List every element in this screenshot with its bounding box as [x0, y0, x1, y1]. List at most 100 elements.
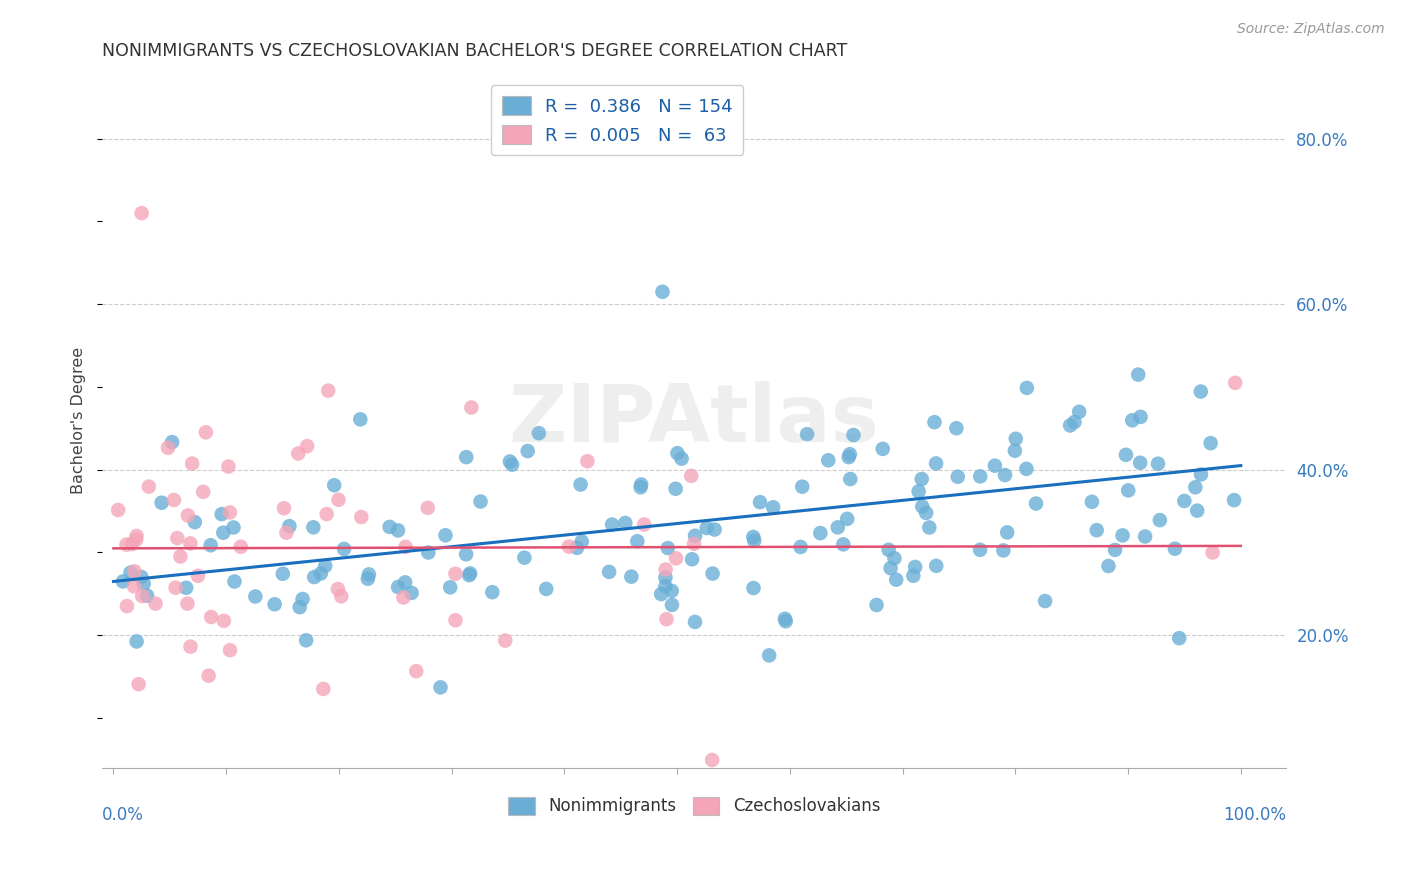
- Point: [569, 477, 592, 491]
- Point: [1147, 457, 1170, 471]
- Point: [394, 540, 416, 554]
- Point: [350, 510, 373, 524]
- Point: [333, 541, 356, 556]
- Point: [387, 580, 409, 594]
- Point: [138, 480, 160, 494]
- Point: [877, 542, 900, 557]
- Y-axis label: Bachelor's Degree: Bachelor's Degree: [72, 346, 86, 493]
- Point: [494, 633, 516, 648]
- Point: [179, 536, 201, 550]
- Point: [946, 469, 969, 483]
- Point: [945, 421, 967, 435]
- Point: [273, 501, 295, 516]
- Point: [696, 521, 718, 535]
- Point: [683, 615, 706, 629]
- Point: [1111, 528, 1133, 542]
- Point: [969, 542, 991, 557]
- Point: [527, 426, 550, 441]
- Point: [224, 574, 246, 589]
- Point: [276, 525, 298, 540]
- Point: [883, 551, 905, 566]
- Point: [907, 484, 929, 499]
- Point: [1116, 483, 1139, 498]
- Point: [128, 677, 150, 691]
- Point: [378, 520, 401, 534]
- Point: [295, 633, 318, 648]
- Point: [288, 600, 311, 615]
- Point: [326, 582, 349, 596]
- Point: [111, 574, 134, 589]
- Point: [125, 634, 148, 648]
- Point: [177, 508, 200, 523]
- Point: [222, 520, 245, 534]
- Point: [271, 566, 294, 581]
- Point: [217, 459, 239, 474]
- Point: [132, 576, 155, 591]
- Point: [211, 507, 233, 521]
- Point: [1063, 415, 1085, 429]
- Point: [918, 520, 941, 534]
- Point: [1199, 436, 1222, 450]
- Point: [302, 520, 325, 534]
- Point: [309, 566, 332, 581]
- Point: [1097, 559, 1119, 574]
- Point: [742, 533, 765, 548]
- Point: [212, 614, 235, 628]
- Point: [911, 472, 934, 486]
- Text: 100.0%: 100.0%: [1223, 806, 1286, 824]
- Point: [1164, 541, 1187, 556]
- Point: [1004, 443, 1026, 458]
- Point: [827, 520, 849, 534]
- Point: [666, 446, 689, 460]
- Point: [481, 585, 503, 599]
- Point: [1015, 381, 1038, 395]
- Point: [387, 524, 409, 538]
- Text: Source: ZipAtlas.com: Source: ZipAtlas.com: [1237, 22, 1385, 37]
- Point: [1085, 523, 1108, 537]
- Point: [169, 549, 191, 564]
- Point: [458, 568, 481, 582]
- Point: [439, 580, 461, 594]
- Point: [444, 566, 467, 581]
- Point: [314, 558, 336, 573]
- Point: [456, 450, 478, 464]
- Text: ZIPAtlas: ZIPAtlas: [509, 381, 879, 459]
- Point: [1149, 513, 1171, 527]
- Point: [630, 480, 652, 494]
- Point: [287, 446, 309, 460]
- Point: [120, 566, 142, 580]
- Point: [218, 505, 240, 519]
- Point: [1185, 503, 1208, 517]
- Point: [742, 530, 765, 544]
- Point: [683, 529, 706, 543]
- Point: [558, 540, 581, 554]
- Point: [349, 412, 371, 426]
- Point: [179, 640, 201, 654]
- Point: [789, 540, 811, 554]
- Point: [458, 566, 481, 581]
- Point: [773, 612, 796, 626]
- Point: [681, 552, 703, 566]
- Point: [994, 468, 1017, 483]
- Point: [762, 500, 785, 515]
- Point: [775, 614, 797, 628]
- Point: [808, 526, 831, 541]
- Point: [838, 450, 860, 464]
- Point: [655, 612, 678, 626]
- Point: [418, 545, 440, 559]
- Point: [278, 519, 301, 533]
- Text: NONIMMIGRANTS VS CZECHOSLOVAKIAN BACHELOR'S DEGREE CORRELATION CHART: NONIMMIGRANTS VS CZECHOSLOVAKIAN BACHELO…: [103, 42, 848, 60]
- Point: [460, 401, 482, 415]
- Point: [633, 517, 655, 532]
- Point: [792, 480, 814, 494]
- Point: [456, 547, 478, 561]
- Point: [194, 425, 217, 440]
- Point: [749, 495, 772, 509]
- Point: [1223, 493, 1246, 508]
- Point: [832, 537, 855, 551]
- Point: [654, 570, 676, 584]
- Point: [1184, 480, 1206, 494]
- Point: [884, 573, 907, 587]
- Point: [1025, 497, 1047, 511]
- Point: [150, 496, 173, 510]
